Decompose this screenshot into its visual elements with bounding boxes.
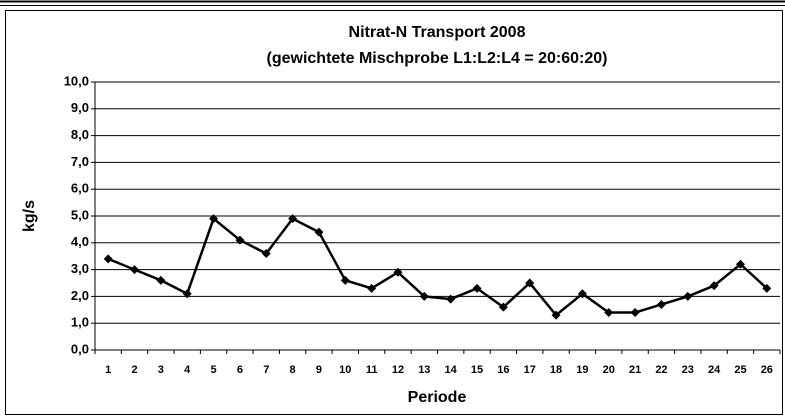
chart-subtitle: (gewichtete Mischprobe L1:L2:L4 = 20:60:… — [267, 50, 608, 67]
y-tick-label: 5,0 — [71, 207, 89, 222]
data-point — [393, 267, 403, 277]
x-tick-label: 19 — [576, 364, 588, 376]
data-point — [235, 235, 245, 245]
data-point — [367, 283, 377, 293]
x-tick-label: 25 — [734, 364, 746, 376]
data-point — [261, 249, 271, 259]
x-tick-label: 21 — [629, 364, 641, 376]
x-tick-label: 3 — [158, 364, 164, 376]
x-tick-label: 1 — [105, 364, 111, 376]
x-tick-label: 14 — [445, 364, 458, 376]
y-tick-label: 4,0 — [71, 234, 89, 249]
data-point — [182, 289, 192, 299]
data-point — [156, 275, 166, 285]
data-point — [604, 307, 614, 317]
x-tick-label: 5 — [210, 364, 216, 376]
y-axis-label: kg/s — [21, 200, 38, 232]
data-point — [735, 259, 745, 269]
y-tick-label: 6,0 — [71, 181, 89, 196]
data-point — [209, 214, 219, 224]
x-tick-label: 24 — [708, 364, 721, 376]
data-line — [107, 216, 768, 317]
data-point — [498, 302, 508, 312]
x-tick-label: 11 — [366, 364, 378, 376]
x-tick-label: 22 — [655, 364, 667, 376]
x-tick-label: 23 — [682, 364, 694, 376]
x-axis-label: Periode — [408, 389, 467, 406]
data-point — [419, 291, 429, 301]
x-tick-label: 20 — [603, 364, 615, 376]
x-tick-label: 26 — [761, 364, 773, 376]
x-tick-label: 17 — [524, 364, 536, 376]
data-point — [472, 283, 482, 293]
x-tick-label: 6 — [237, 364, 243, 376]
data-point — [340, 275, 350, 285]
data-point — [525, 278, 535, 288]
y-tick-label: 0,0 — [71, 341, 89, 356]
x-tick-label: 2 — [131, 364, 137, 376]
data-point — [709, 281, 719, 291]
x-tick-label: 16 — [497, 364, 509, 376]
data-point — [314, 227, 324, 237]
chart-title: Nitrat-N Transport 2008 — [349, 24, 526, 41]
data-point — [446, 294, 456, 304]
y-tick-label: 9,0 — [71, 100, 89, 115]
x-tick-label: 4 — [184, 364, 191, 376]
data-point — [656, 299, 666, 309]
y-tick-label: 1,0 — [71, 315, 89, 330]
y-tick-label: 7,0 — [71, 154, 89, 169]
x-tick-label: 12 — [392, 364, 404, 376]
y-tick-label: 8,0 — [71, 127, 89, 142]
x-tick-label: 8 — [290, 364, 296, 376]
x-tick-label: 7 — [263, 364, 269, 376]
data-point — [762, 283, 772, 293]
x-tick-label: 10 — [339, 364, 351, 376]
x-tick-label: 15 — [471, 364, 483, 376]
data-point — [630, 307, 640, 317]
data-point — [103, 254, 113, 264]
x-tick-label: 18 — [550, 364, 562, 376]
x-tick-label: 9 — [316, 364, 322, 376]
y-tick-label: 10,0 — [64, 73, 89, 88]
y-tick-label: 2,0 — [71, 288, 89, 303]
data-point — [551, 310, 561, 320]
chart-frame — [5, 10, 783, 415]
data-point — [683, 291, 693, 301]
data-point — [130, 265, 140, 275]
y-tick-label: 3,0 — [71, 261, 89, 276]
data-point — [288, 214, 298, 224]
data-point — [577, 289, 587, 299]
x-tick-label: 13 — [418, 364, 430, 376]
